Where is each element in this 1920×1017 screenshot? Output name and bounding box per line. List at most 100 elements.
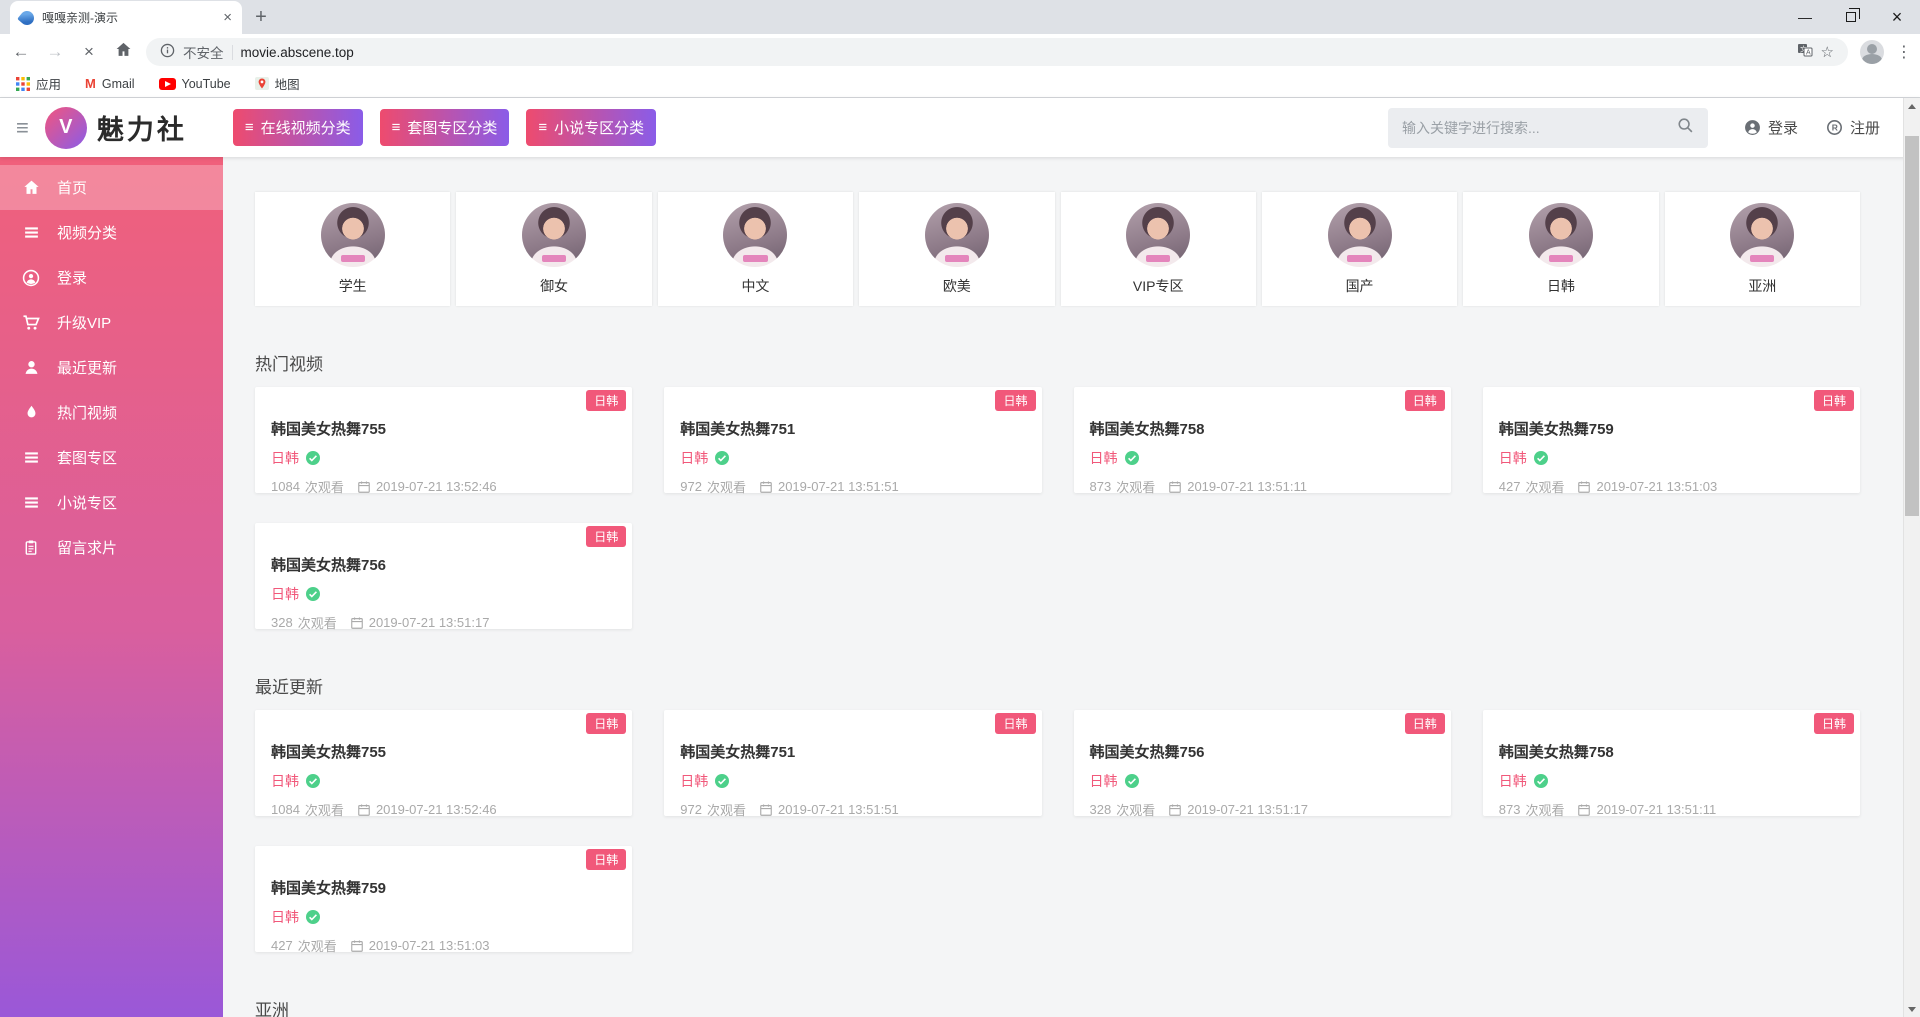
- category-card[interactable]: 亚洲: [1664, 192, 1860, 306]
- video-card[interactable]: 日韩 韩国美女热舞758 日韩 873 次观看 2019-07-21 13:51…: [1073, 387, 1451, 495]
- video-tag[interactable]: 日韩: [1498, 773, 1527, 789]
- bookmark-gmail[interactable]: M Gmail: [85, 76, 135, 91]
- section-title: 热门视频: [255, 355, 323, 374]
- search-icon[interactable]: [1677, 117, 1694, 139]
- check-circle-icon: [306, 910, 320, 924]
- video-meta: 873 次观看 2019-07-21 13:51:11: [1089, 479, 1307, 495]
- menu-bars-icon: ≡: [391, 119, 401, 136]
- address-bar[interactable]: 不安全 movie.abscene.top 文A ☆: [146, 38, 1848, 66]
- stop-icon[interactable]: ×: [84, 42, 94, 61]
- bookmark-maps[interactable]: 地图: [254, 74, 300, 93]
- category-avatar: [1327, 202, 1392, 267]
- section-title: 亚洲: [255, 1001, 289, 1017]
- nav-button-video-categories[interactable]: ≡ 在线视频分类: [232, 109, 363, 146]
- sidebar-item-7[interactable]: 小说专区: [0, 480, 223, 525]
- category-card[interactable]: VIP专区: [1060, 192, 1256, 306]
- sidebar-item-4[interactable]: 最近更新: [0, 345, 223, 390]
- video-card[interactable]: 日韩 韩国美女热舞751 日韩 972 次观看 2019-07-21 13:51…: [664, 710, 1042, 818]
- bookmark-youtube[interactable]: YouTube: [158, 77, 231, 91]
- video-tag[interactable]: 日韩: [271, 773, 299, 789]
- video-card[interactable]: 日韩 韩国美女热舞751 日韩 972 次观看 2019-07-21 13:51…: [664, 387, 1042, 495]
- category-card[interactable]: 欧美: [859, 192, 1055, 306]
- category-card[interactable]: 御女: [456, 192, 652, 306]
- browser-tab[interactable]: 嘎嘎亲测-演示 ×: [10, 1, 242, 34]
- check-circle-icon: [306, 774, 320, 788]
- site-title[interactable]: 魅力社: [96, 115, 187, 145]
- back-icon[interactable]: ←: [12, 42, 30, 61]
- translate-icon[interactable]: 文A: [1797, 42, 1813, 62]
- view-count: 328: [271, 615, 293, 630]
- category-card[interactable]: 国产: [1261, 192, 1458, 306]
- video-tag[interactable]: 日韩: [1089, 450, 1118, 466]
- sidebar-item-2[interactable]: 登录: [0, 255, 223, 300]
- video-title: 韩国美女热舞751: [680, 421, 796, 438]
- sidebar-item-label: 小说专区: [57, 495, 118, 512]
- register-link[interactable]: R 注册: [1826, 117, 1880, 138]
- section-title: 最近更新: [255, 678, 323, 697]
- sidebar-item-6[interactable]: 套图专区: [0, 435, 223, 480]
- video-meta: 1084 次观看 2019-07-21 13:52:46: [271, 802, 497, 818]
- scrollbar-thumb[interactable]: [1905, 136, 1919, 516]
- video-tag[interactable]: 日韩: [271, 586, 299, 602]
- video-card[interactable]: 日韩 韩国美女热舞755 日韩 1084 次观看 2019-07-21 13:5…: [255, 387, 633, 495]
- video-tag[interactable]: 日韩: [680, 773, 709, 789]
- check-circle-icon: [1533, 451, 1548, 465]
- hamburger-icon[interactable]: ≡: [16, 114, 29, 140]
- bookmarks-bar: 应用 M Gmail YouTube 地图: [0, 70, 1920, 98]
- category-card[interactable]: 中文: [657, 192, 854, 306]
- minimize-button[interactable]: —: [1798, 9, 1812, 25]
- video-card[interactable]: 日韩 韩国美女热舞759 日韩 427 次观看 2019-07-21 13:51…: [1482, 387, 1860, 495]
- sidebar-item-label: 热门视频: [57, 405, 118, 422]
- info-icon[interactable]: [160, 43, 175, 62]
- scroll-down-icon[interactable]: [1904, 1001, 1920, 1017]
- main-content: 学生 御女 中文 欧美 VIP专区 国产 日韩 亚洲 热门视频 日韩 韩国美女热…: [223, 157, 1920, 1017]
- video-card[interactable]: 日韩 韩国美女热舞756 日韩 328 次观看 2019-07-21 13:51…: [255, 523, 633, 631]
- category-avatar: [1126, 202, 1191, 267]
- sidebar-item-1[interactable]: 视频分类: [0, 210, 223, 255]
- video-title: 韩国美女热舞758: [1089, 421, 1205, 438]
- nav-button-novel-categories[interactable]: ≡ 小说专区分类: [526, 109, 657, 146]
- login-link[interactable]: 登录: [1744, 117, 1798, 138]
- sidebar-item-5[interactable]: 热门视频: [0, 390, 223, 435]
- category-badge: 日韩: [995, 713, 1036, 734]
- video-tag[interactable]: 日韩: [271, 450, 299, 466]
- tab-close-icon[interactable]: ×: [223, 9, 232, 26]
- category-card[interactable]: 日韩: [1463, 192, 1659, 306]
- close-button[interactable]: ×: [1891, 6, 1903, 27]
- video-tag[interactable]: 日韩: [680, 450, 709, 466]
- view-count: 328: [1089, 802, 1112, 817]
- site-logo[interactable]: V: [44, 106, 87, 149]
- video-card[interactable]: 日韩 韩国美女热舞756 日韩 328 次观看 2019-07-21 13:51…: [1073, 710, 1451, 818]
- video-card[interactable]: 日韩 韩国美女热舞758 日韩 873 次观看 2019-07-21 13:51…: [1482, 710, 1860, 818]
- search-input[interactable]: [1401, 119, 1669, 136]
- video-tag[interactable]: 日韩: [1498, 450, 1527, 466]
- bookmark-star-icon[interactable]: ☆: [1820, 44, 1834, 61]
- sidebar: 首页 视频分类 登录 升级VIP 最近更新 热门视频 套图专区 小说专区 留言求…: [0, 157, 223, 1017]
- scroll-up-icon[interactable]: [1904, 98, 1920, 114]
- category-badge: 日韩: [1404, 713, 1445, 734]
- new-tab-button[interactable]: +: [255, 5, 267, 28]
- category-avatar: [924, 202, 989, 267]
- restore-button[interactable]: [1828, 0, 1874, 34]
- forward-icon[interactable]: →: [46, 42, 64, 61]
- calendar-icon: [358, 480, 370, 493]
- chrome-menu-icon[interactable]: ⋮: [1896, 44, 1912, 61]
- bookmark-apps[interactable]: 应用: [16, 74, 61, 93]
- sidebar-item-3[interactable]: 升级VIP: [0, 300, 223, 345]
- home-icon[interactable]: [112, 41, 134, 63]
- video-tag[interactable]: 日韩: [1089, 773, 1118, 789]
- page-scrollbar[interactable]: [1903, 98, 1920, 1017]
- category-card[interactable]: 学生: [255, 192, 451, 306]
- sidebar-item-8[interactable]: 留言求片: [0, 525, 223, 570]
- menu-bars-icon: ≡: [538, 119, 548, 136]
- video-card[interactable]: 日韩 韩国美女热舞755 日韩 1084 次观看 2019-07-21 13:5…: [255, 710, 633, 818]
- search-box[interactable]: [1387, 107, 1708, 148]
- site-page: ≡ V 魅力社 ≡在线视频分类 ≡套图专区分类 ≡小说专区分类 登录 R: [0, 98, 1920, 1017]
- nav-button-gallery-categories[interactable]: ≡ 套图专区分类: [379, 109, 510, 146]
- video-title: 韩国美女热舞756: [271, 557, 387, 574]
- profile-avatar[interactable]: [1860, 40, 1884, 64]
- video-tag[interactable]: 日韩: [271, 909, 299, 925]
- sidebar-item-0[interactable]: 首页: [0, 165, 223, 210]
- category-badge: 日韩: [586, 713, 627, 734]
- video-card[interactable]: 日韩 韩国美女热舞759 日韩 427 次观看 2019-07-21 13:51…: [255, 846, 633, 954]
